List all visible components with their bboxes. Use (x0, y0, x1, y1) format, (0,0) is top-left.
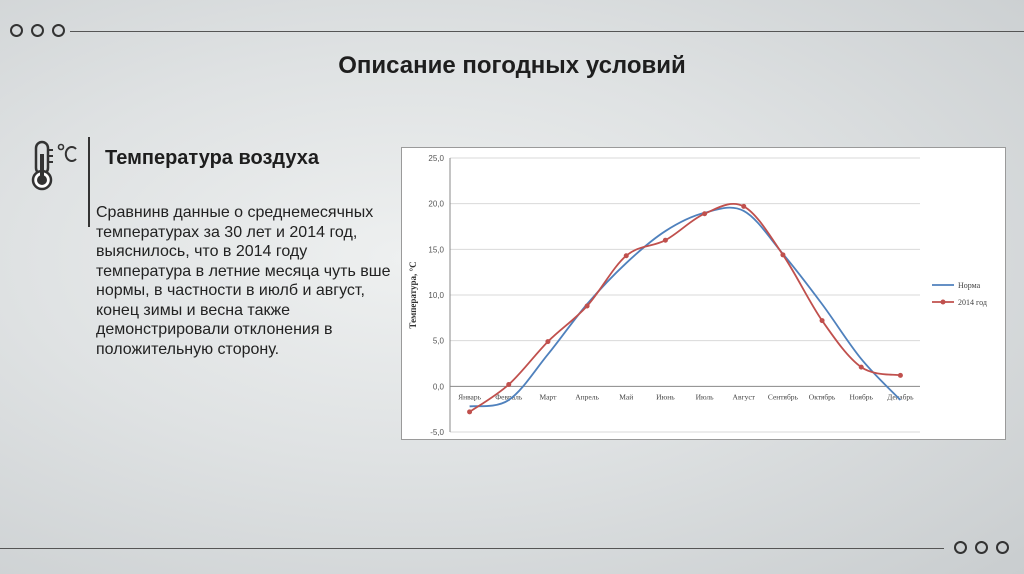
series-line (469, 206, 902, 408)
data-point (702, 211, 708, 217)
temperature-chart: -5,0 0,0 5,0 10,0 15,0 20,0 25,0 Январь Февраль М… (401, 147, 1006, 440)
data-point (897, 372, 903, 378)
x-tick-label: Июль (696, 392, 715, 401)
y-tick-label: 20,0 (428, 200, 444, 209)
x-tick-label: Февраль (495, 392, 523, 401)
data-point (623, 253, 629, 259)
data-point (584, 303, 590, 309)
legend-label: Норма (958, 281, 981, 290)
x-tick-label: Декабрь (887, 392, 914, 401)
y-tick-label: 5,0 (433, 337, 445, 346)
x-tick-label: Январь (458, 392, 482, 401)
section-title: Температура воздуха (105, 147, 319, 169)
data-point (741, 203, 747, 209)
x-tick-label: Март (539, 392, 557, 401)
x-tick-label: Ноябрь (850, 392, 874, 401)
legend-label: 2014 год (958, 298, 987, 307)
x-tick-label: Апрель (575, 392, 599, 401)
data-point (506, 382, 512, 388)
series-line (469, 202, 901, 413)
data-point (545, 339, 551, 345)
bottom-divider (0, 548, 944, 549)
y-tick-label: 25,0 (428, 154, 444, 163)
legend-marker (940, 299, 946, 305)
x-tick-label: Август (733, 392, 756, 401)
y-tick-label: -5,0 (430, 428, 444, 437)
y-axis-label: Температура, °С (408, 261, 418, 328)
y-tick-label: 0,0 (433, 382, 445, 391)
data-point (467, 409, 473, 415)
y-tick-label: 10,0 (428, 291, 444, 300)
data-point (662, 237, 668, 243)
decorative-dots-bottom (954, 541, 1009, 554)
chart-svg: -5,0 0,0 5,0 10,0 15,0 20,0 25,0 Январь Февраль М… (408, 154, 987, 437)
decorative-dots-top (10, 24, 65, 37)
data-point (858, 364, 864, 370)
section-divider (88, 137, 90, 227)
x-tick-label: Октябрь (809, 392, 836, 401)
thermometer-celsius-icon (31, 140, 77, 191)
data-point (780, 252, 786, 258)
x-tick-label: Сентябрь (768, 392, 799, 401)
page-title: Описание погодных условий (338, 52, 686, 79)
data-point (819, 318, 825, 324)
description-text: Сравнинв данные о среднемесячных темпера… (96, 204, 391, 358)
top-divider (70, 31, 1024, 32)
y-tick-label: 15,0 (428, 245, 444, 254)
x-tick-label: Июнь (656, 392, 675, 401)
x-tick-label: Май (619, 392, 633, 401)
